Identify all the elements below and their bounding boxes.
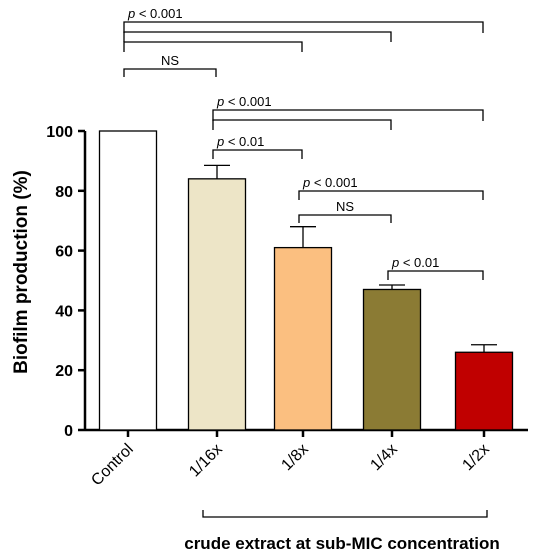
sig-bracket: [212, 119, 392, 130]
bar: [273, 246, 333, 431]
sig-bracket: [298, 214, 392, 223]
sig-label: p < 0.01: [391, 255, 439, 270]
x-tick-label: 1/2x: [459, 441, 492, 474]
sig-label: p < 0.001: [127, 6, 183, 21]
y-tick-label: 40: [55, 303, 73, 320]
sig-label: p < 0.01: [216, 134, 264, 149]
sig-label: p < 0.001: [302, 175, 358, 190]
sig-bracket: [298, 190, 484, 200]
x-tick-label: 1/8x: [278, 441, 311, 474]
y-tick-label: 80: [55, 184, 73, 201]
group-bracket: [202, 510, 488, 518]
group-label: crude extract at sub-MIC concentration: [184, 534, 500, 553]
sig-bracket: [123, 31, 392, 42]
significance-brackets: p < 0.001 NS p < 0.001 p < 0.01 p < 0.001 NS p…: [123, 6, 484, 280]
bar: [98, 130, 158, 431]
bar: [187, 178, 247, 431]
y-axis-label: Biofilm production (%): [11, 170, 32, 374]
sig-bracket: [387, 270, 484, 280]
y-tick-label: 20: [55, 363, 73, 380]
sig-bracket: [123, 41, 303, 52]
y-tick-label: 0: [64, 423, 73, 440]
sig-bracket: [123, 21, 484, 33]
sig-bracket: [212, 109, 484, 121]
x-tick-label: 1/16x: [186, 441, 226, 481]
y-tick-label: 100: [46, 124, 73, 141]
sig-label: NS: [161, 53, 179, 68]
group-bracket-line: [202, 510, 488, 518]
sig-bracket: [123, 68, 217, 77]
bar: [362, 288, 422, 431]
y-tick-label: 60: [55, 244, 73, 261]
bar: [454, 351, 514, 431]
x-tick-label: Control: [88, 441, 136, 489]
sig-bracket: [212, 149, 303, 159]
x-tick-label: 1/4x: [367, 441, 400, 474]
sig-label: p < 0.001: [216, 94, 272, 109]
bars: [98, 130, 514, 431]
sig-label: NS: [336, 199, 354, 214]
